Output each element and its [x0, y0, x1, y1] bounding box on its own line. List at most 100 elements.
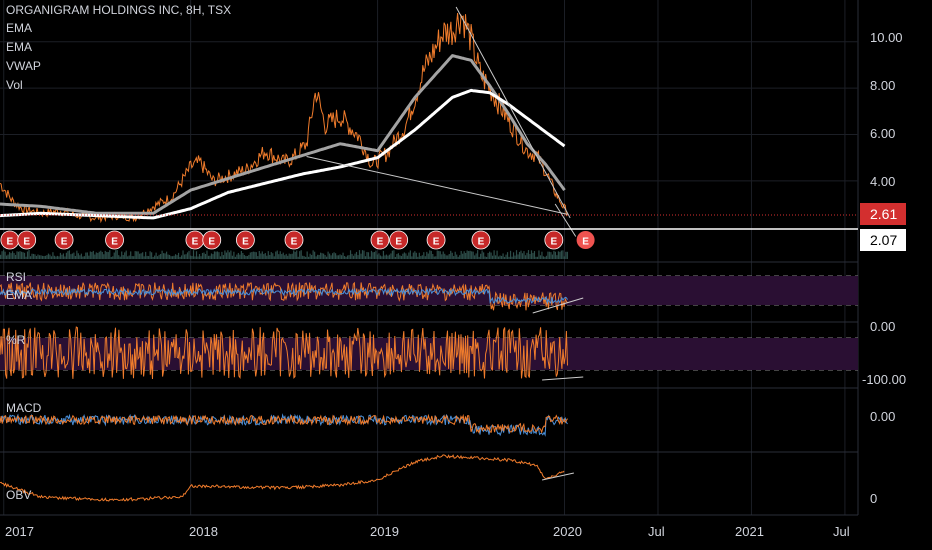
volume-bar [421, 255, 423, 259]
volume-bar [136, 251, 138, 259]
volume-bar [76, 250, 78, 259]
volume-bar [524, 255, 527, 259]
volume-bar [284, 255, 286, 259]
volume-bar [327, 251, 329, 259]
volume-bar [557, 251, 559, 259]
volume-bar [160, 253, 162, 259]
macd-label[interactable]: MACD [6, 401, 42, 415]
earnings-marker[interactable]: E [389, 230, 409, 250]
volume-bar [233, 251, 235, 259]
volume-bar [140, 253, 142, 259]
volume-bar [361, 250, 364, 259]
study-vwap[interactable]: VWAP [6, 59, 41, 73]
volume-bar [477, 250, 479, 259]
volume-bar [249, 252, 251, 259]
study-ema-fast[interactable]: EMA [6, 21, 33, 35]
volume-bar [5, 255, 8, 259]
volume-bar [369, 256, 371, 259]
volume-bar [173, 255, 175, 259]
volume-bar [499, 255, 501, 259]
rsi-ema-label[interactable]: EMA [6, 288, 33, 302]
earnings-marker[interactable]: E [370, 230, 390, 250]
rsi-label[interactable]: RSI [6, 270, 27, 284]
volume-bar [509, 250, 512, 259]
volume-bar [158, 254, 160, 259]
volume-bar [224, 250, 226, 259]
x-tick: 2017 [5, 524, 34, 539]
symbol-title[interactable]: ORGANIGRAM HOLDINGS INC, 8H, TSX [6, 3, 232, 17]
volume-bar [47, 253, 50, 259]
earnings-marker[interactable]: E [105, 230, 124, 250]
volume-bar [194, 256, 196, 259]
volume-bar [542, 256, 545, 259]
volume-bar [438, 250, 440, 259]
volume-bar [266, 255, 268, 259]
study-volume[interactable]: Vol [6, 78, 23, 92]
volume-bar [272, 253, 274, 259]
volume-bar [213, 251, 216, 259]
volume-bar [351, 253, 353, 259]
volume-bar [324, 255, 326, 259]
volume-bar [432, 253, 434, 259]
volume-bar [454, 251, 456, 259]
volume-bar [23, 252, 26, 259]
earnings-label: E [242, 237, 249, 248]
volume-bar [52, 252, 54, 259]
volume-bar [80, 253, 82, 259]
wr-label[interactable]: %R [6, 333, 26, 347]
volume-bar [435, 256, 437, 259]
earnings-marker[interactable]: E [471, 230, 491, 250]
volume-bar [348, 255, 350, 259]
volume-bar [145, 251, 147, 259]
volume-bar [408, 252, 410, 259]
volume-bar [212, 254, 214, 259]
earnings-marker[interactable]: E [576, 231, 595, 249]
volume-bar [221, 251, 223, 259]
study-ema-slow[interactable]: EMA [6, 40, 33, 54]
volume-bar [101, 251, 103, 259]
volume-bar [263, 254, 265, 259]
volume-bar [433, 256, 435, 259]
volume-bar [512, 252, 515, 259]
earnings-marker[interactable]: E [544, 230, 564, 250]
earnings-marker[interactable]: E [54, 230, 74, 250]
earnings-marker[interactable]: E [426, 230, 446, 250]
volume-bar [46, 255, 48, 259]
earnings-label: E [478, 237, 485, 248]
volume-bar [447, 255, 449, 259]
earnings-marker[interactable]: E [202, 230, 222, 250]
earnings-marker[interactable]: E [185, 230, 205, 250]
volume-bar [13, 253, 15, 259]
volume-bar [489, 251, 491, 259]
volume-bar [257, 256, 259, 259]
volume-bar [444, 253, 446, 259]
volume-bar [240, 250, 242, 259]
x-tick: 2021 [735, 524, 764, 539]
volume-bar [146, 255, 148, 259]
earnings-marker[interactable]: E [284, 230, 304, 250]
volume-bar [503, 256, 506, 259]
volume-bar [375, 250, 377, 259]
volume-bar [275, 251, 277, 259]
earnings-marker[interactable]: E [17, 230, 37, 250]
x-tick: Jul [648, 524, 665, 539]
volume-bar [448, 254, 450, 259]
volume-bar [291, 253, 293, 259]
obv-label[interactable]: OBV [6, 488, 32, 502]
volume-bar [185, 254, 187, 259]
earnings-circle [544, 230, 564, 250]
volume-bar [35, 255, 38, 259]
volume-bar [200, 256, 202, 259]
earnings-marker[interactable]: E [0, 230, 20, 250]
volume-bar [254, 251, 256, 259]
volume-bar [155, 252, 157, 259]
volume-bar [49, 254, 51, 259]
earnings-marker[interactable]: E [235, 230, 255, 250]
wr-tick-top: 0.00 [870, 319, 896, 334]
volume-bar [333, 252, 335, 259]
volume-bar [287, 255, 289, 259]
volume-bar [131, 256, 133, 259]
volume-bar [32, 253, 35, 259]
